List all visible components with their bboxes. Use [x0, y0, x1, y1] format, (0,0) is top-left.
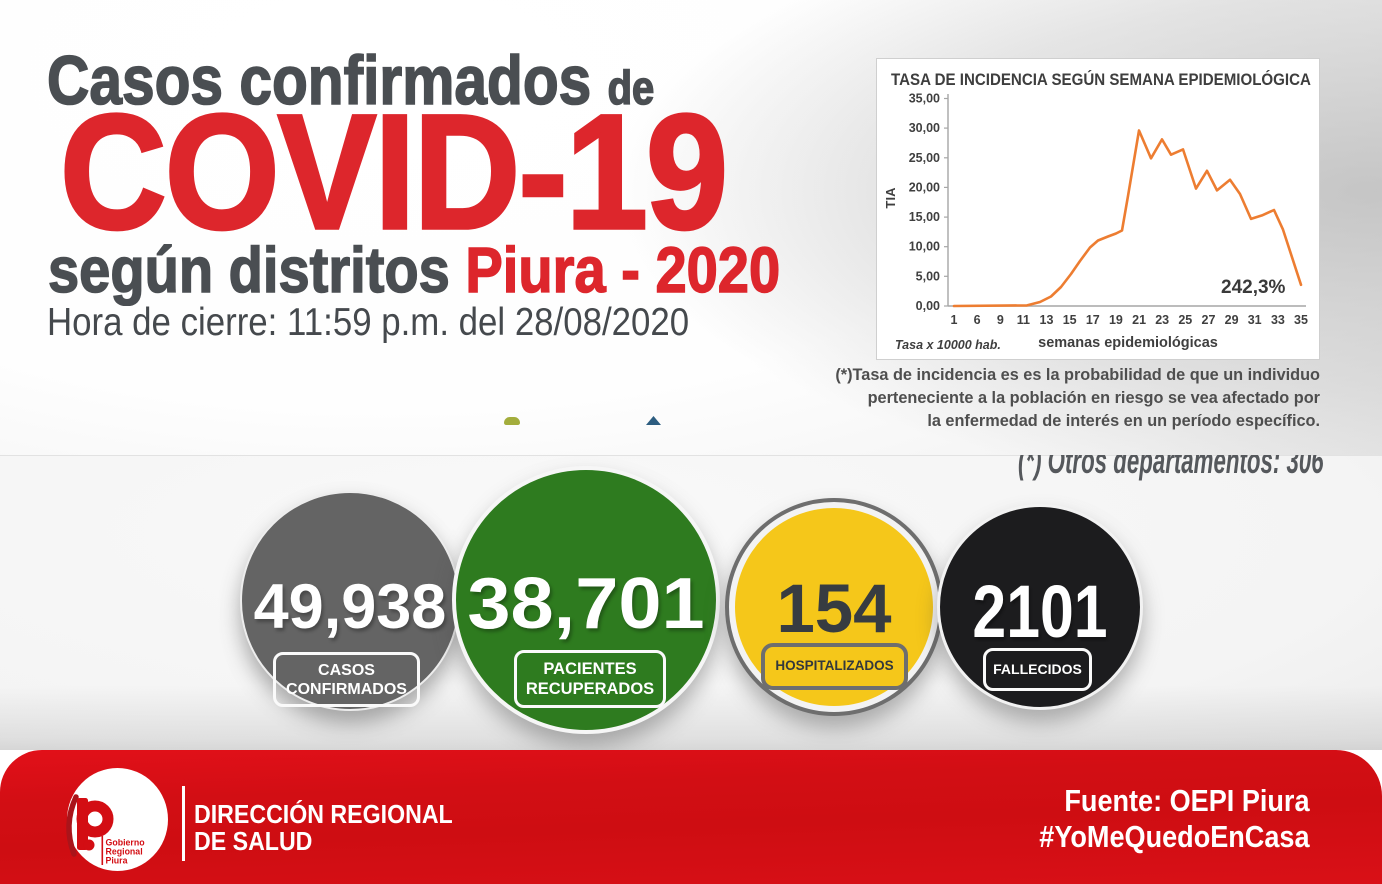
- svg-text:semanas epidemiológicas: semanas epidemiológicas: [1038, 335, 1218, 351]
- svg-text:Regional: Regional: [106, 847, 143, 857]
- svg-text:Tasa x 10000 hab.: Tasa x 10000 hab.: [895, 338, 1001, 352]
- svg-text:25,00: 25,00: [909, 151, 940, 165]
- svg-text:30,00: 30,00: [909, 121, 940, 135]
- svg-text:35,00: 35,00: [909, 92, 940, 106]
- svg-text:21: 21: [1132, 313, 1146, 327]
- svg-text:23: 23: [1155, 313, 1169, 327]
- svg-text:29: 29: [1225, 313, 1239, 327]
- svg-text:35: 35: [1294, 313, 1308, 327]
- svg-text:19: 19: [1109, 313, 1123, 327]
- svg-text:13: 13: [1040, 313, 1054, 327]
- svg-text:27: 27: [1202, 313, 1216, 327]
- svg-text:11: 11: [1017, 313, 1030, 327]
- svg-text:10,00: 10,00: [909, 240, 940, 254]
- svg-text:20,00: 20,00: [909, 180, 940, 194]
- svg-text:33: 33: [1271, 313, 1285, 327]
- svg-text:15: 15: [1063, 313, 1077, 327]
- svg-text:31: 31: [1248, 313, 1262, 327]
- svg-text:5,00: 5,00: [916, 269, 940, 283]
- svg-text:25: 25: [1178, 313, 1192, 327]
- svg-text:TIA: TIA: [883, 187, 898, 209]
- svg-text:Piura: Piura: [106, 856, 128, 866]
- svg-text:1: 1: [951, 313, 958, 327]
- svg-text:0,00: 0,00: [916, 299, 940, 313]
- svg-text:17: 17: [1086, 313, 1100, 327]
- svg-text:Gobierno: Gobierno: [106, 838, 146, 848]
- svg-text:6: 6: [974, 313, 981, 327]
- svg-text:9: 9: [997, 313, 1004, 327]
- svg-text:15,00: 15,00: [909, 210, 940, 224]
